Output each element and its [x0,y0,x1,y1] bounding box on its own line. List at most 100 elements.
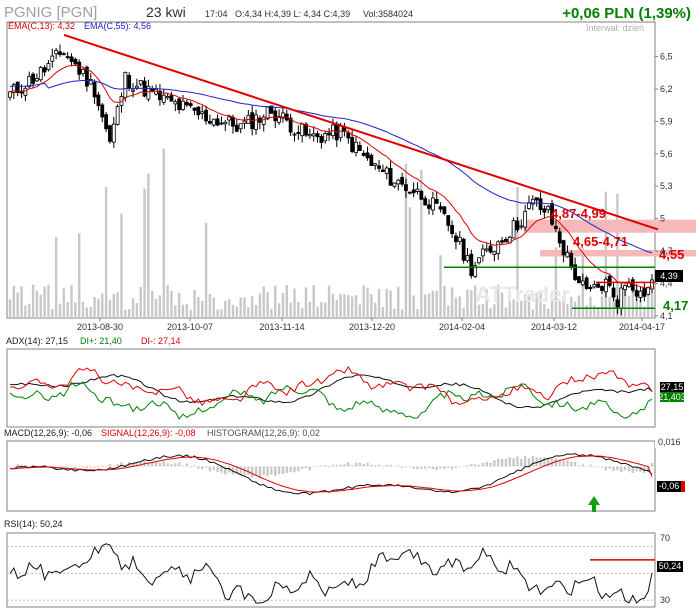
volume-bar [585,305,588,318]
di-minus-line [9,365,653,407]
volume-label: Vol:3584024 [363,9,413,19]
macd-histogram [8,455,654,478]
volume-bar [312,284,315,318]
macd-hist-bar [239,466,242,476]
macd-hist-bar [600,466,604,468]
volume-bar [477,304,481,318]
volume-bar [339,293,342,318]
candle-body [473,265,478,277]
candle-body [450,225,454,235]
macd-hist-bar [158,462,162,467]
volume-bar [589,296,592,318]
candle-body [565,252,570,258]
candle-body [223,121,228,125]
macd-hist-bar [393,466,396,468]
candle-body [388,167,393,186]
macd-hist-bar [320,465,323,467]
volume-bar [208,294,212,318]
volume-bar [623,288,627,318]
candle-body [307,134,312,137]
volume-bar [608,296,611,318]
volume-bar [135,303,139,318]
volume-bar [258,293,262,318]
macd-hist-bar [500,459,504,467]
macd-hist-bar [508,457,511,467]
volume-bar [443,285,446,318]
macd-hist-bar [189,466,192,468]
macd-hist-bar [308,466,312,471]
macd-pane-frame [6,440,656,512]
macd-hist-bar [293,466,296,473]
macd-hist-bar [535,457,538,467]
price-pane: ATTrader 4,87-4,99 4,65-4,71 4,55 4,17 6… [6,21,696,332]
volume-bar [58,303,62,318]
zone-lower-label: 4,65-4,71 [573,234,628,249]
price-x-tick: 2013-08-30 [77,322,123,332]
volume-bar [358,304,362,318]
adx-badge-top-value: 27,15 [661,382,684,392]
volume-bar [35,290,39,318]
candle-body [496,241,501,254]
volume-bar [531,309,535,318]
price-x-tick: 2013-11-14 [259,322,304,332]
macd-hist-bar [547,458,550,467]
volume-bar [593,305,596,318]
macd-hist-bar [231,466,235,475]
ema-long-label: EMA(C,55): 4,56 [84,21,151,31]
adx-badge-bottom [660,392,684,402]
volume-bar [47,284,50,318]
macd-hist-bar [166,463,169,467]
volume-bar [431,290,435,318]
volume-bar [577,295,581,318]
candle-body [519,225,524,228]
zones [524,219,696,257]
macd-hist-bar [266,466,269,477]
macd-hist-bar [243,466,246,476]
volume-bar [250,296,254,318]
candle-body [261,116,266,125]
candle-body [146,85,151,100]
volume-bar [497,284,500,318]
volume-bar [220,309,223,318]
macd-hist-bar [227,466,231,473]
macd-hist-bar [650,462,654,467]
rsi-grid [7,545,655,601]
volume-bar [389,290,392,318]
volume-bar [543,304,546,318]
volume-bar [97,298,100,318]
zone-upper-label: 4,87-4,99 [551,206,606,221]
macd-hist-bar [324,465,327,467]
volume-bar [470,290,473,318]
candle-body [177,98,182,111]
macd-hist-bar [31,464,35,467]
volume-bar [539,292,542,318]
macd-hist-bar [39,465,42,467]
macd-hist-bar [208,466,212,472]
macd-hist-bar [539,457,542,467]
volume-bar [489,308,492,318]
candle-body [173,101,178,105]
volume-bar [377,288,381,318]
adx-line [9,373,653,409]
macd-hist-bar [562,460,565,467]
macd-hist-bar [520,458,523,467]
volume-bar [512,299,515,318]
price-y-tick: 5,3 [660,181,673,191]
macd-hist-bar [473,464,477,467]
ema-short-label: EMA(C,13): 4,32 [8,21,75,31]
macd-hist-bar [639,466,642,472]
candle-body [134,85,139,89]
macd-hist-bar [235,466,239,475]
candle-body [584,277,589,289]
volume-bar [112,293,115,318]
macd-hist-bar [181,465,185,467]
macd-hist-bar [97,465,100,467]
macd-hist-bar [358,462,362,467]
macd-hist-bar [504,458,508,467]
volume-bar [224,300,227,318]
macd-hist-bar [151,462,154,467]
candle-body [184,102,189,106]
volume-bars [8,148,654,318]
candle-body [38,67,43,81]
adx-pane: 27,15 21,403 [6,348,686,428]
